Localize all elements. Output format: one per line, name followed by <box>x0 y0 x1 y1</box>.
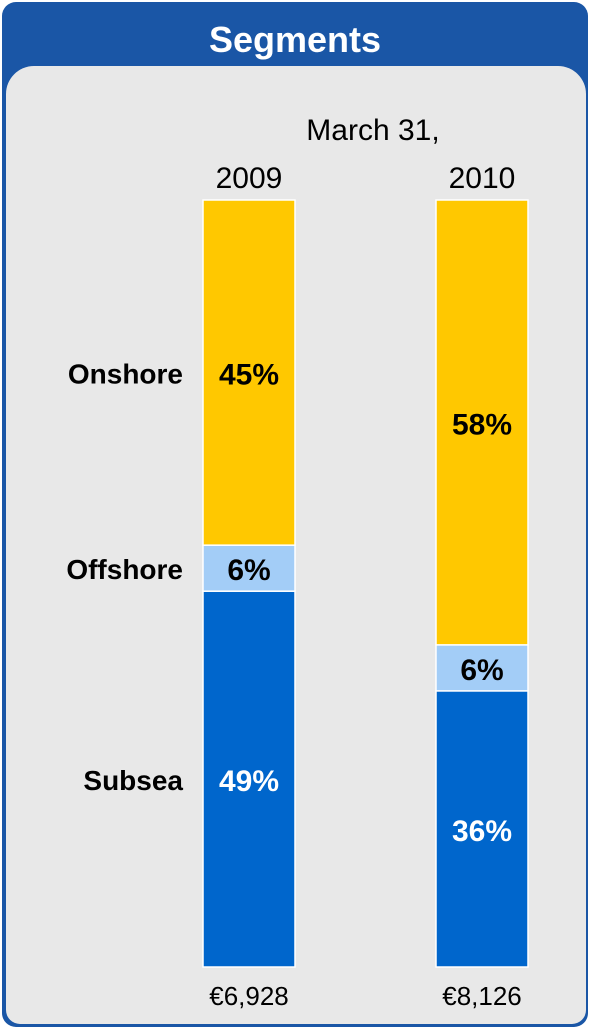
data-label-offshore-2009: 6% <box>227 554 270 587</box>
category-label-2010: 2010 <box>449 162 516 195</box>
data-label-onshore-2009: 45% <box>219 359 279 392</box>
bar-segment-onshore-2009 <box>202 199 296 546</box>
series-label-offshore: Offshore <box>66 554 183 585</box>
data-label-offshore-2010: 6% <box>460 654 503 687</box>
series-label-subsea: Subsea <box>83 765 183 796</box>
chart-subtitle: March 31, <box>306 114 439 147</box>
series-label-onshore: Onshore <box>68 359 183 390</box>
bar-segment-subsea-2010 <box>435 690 529 968</box>
category-label-2009: 2009 <box>216 162 283 195</box>
total-label-2010: €8,126 <box>442 981 522 1011</box>
bar-segment-onshore-2010 <box>435 199 529 646</box>
data-label-onshore-2010: 58% <box>452 408 512 441</box>
panel-title: Segments <box>208 19 382 60</box>
total-label-2009: €6,928 <box>209 981 289 1011</box>
bar-segment-subsea-2009 <box>202 590 296 968</box>
data-label-subsea-2010: 36% <box>452 815 512 848</box>
data-label-subsea-2009: 49% <box>219 765 279 798</box>
bar-segment-offshore-2009 <box>202 544 296 592</box>
